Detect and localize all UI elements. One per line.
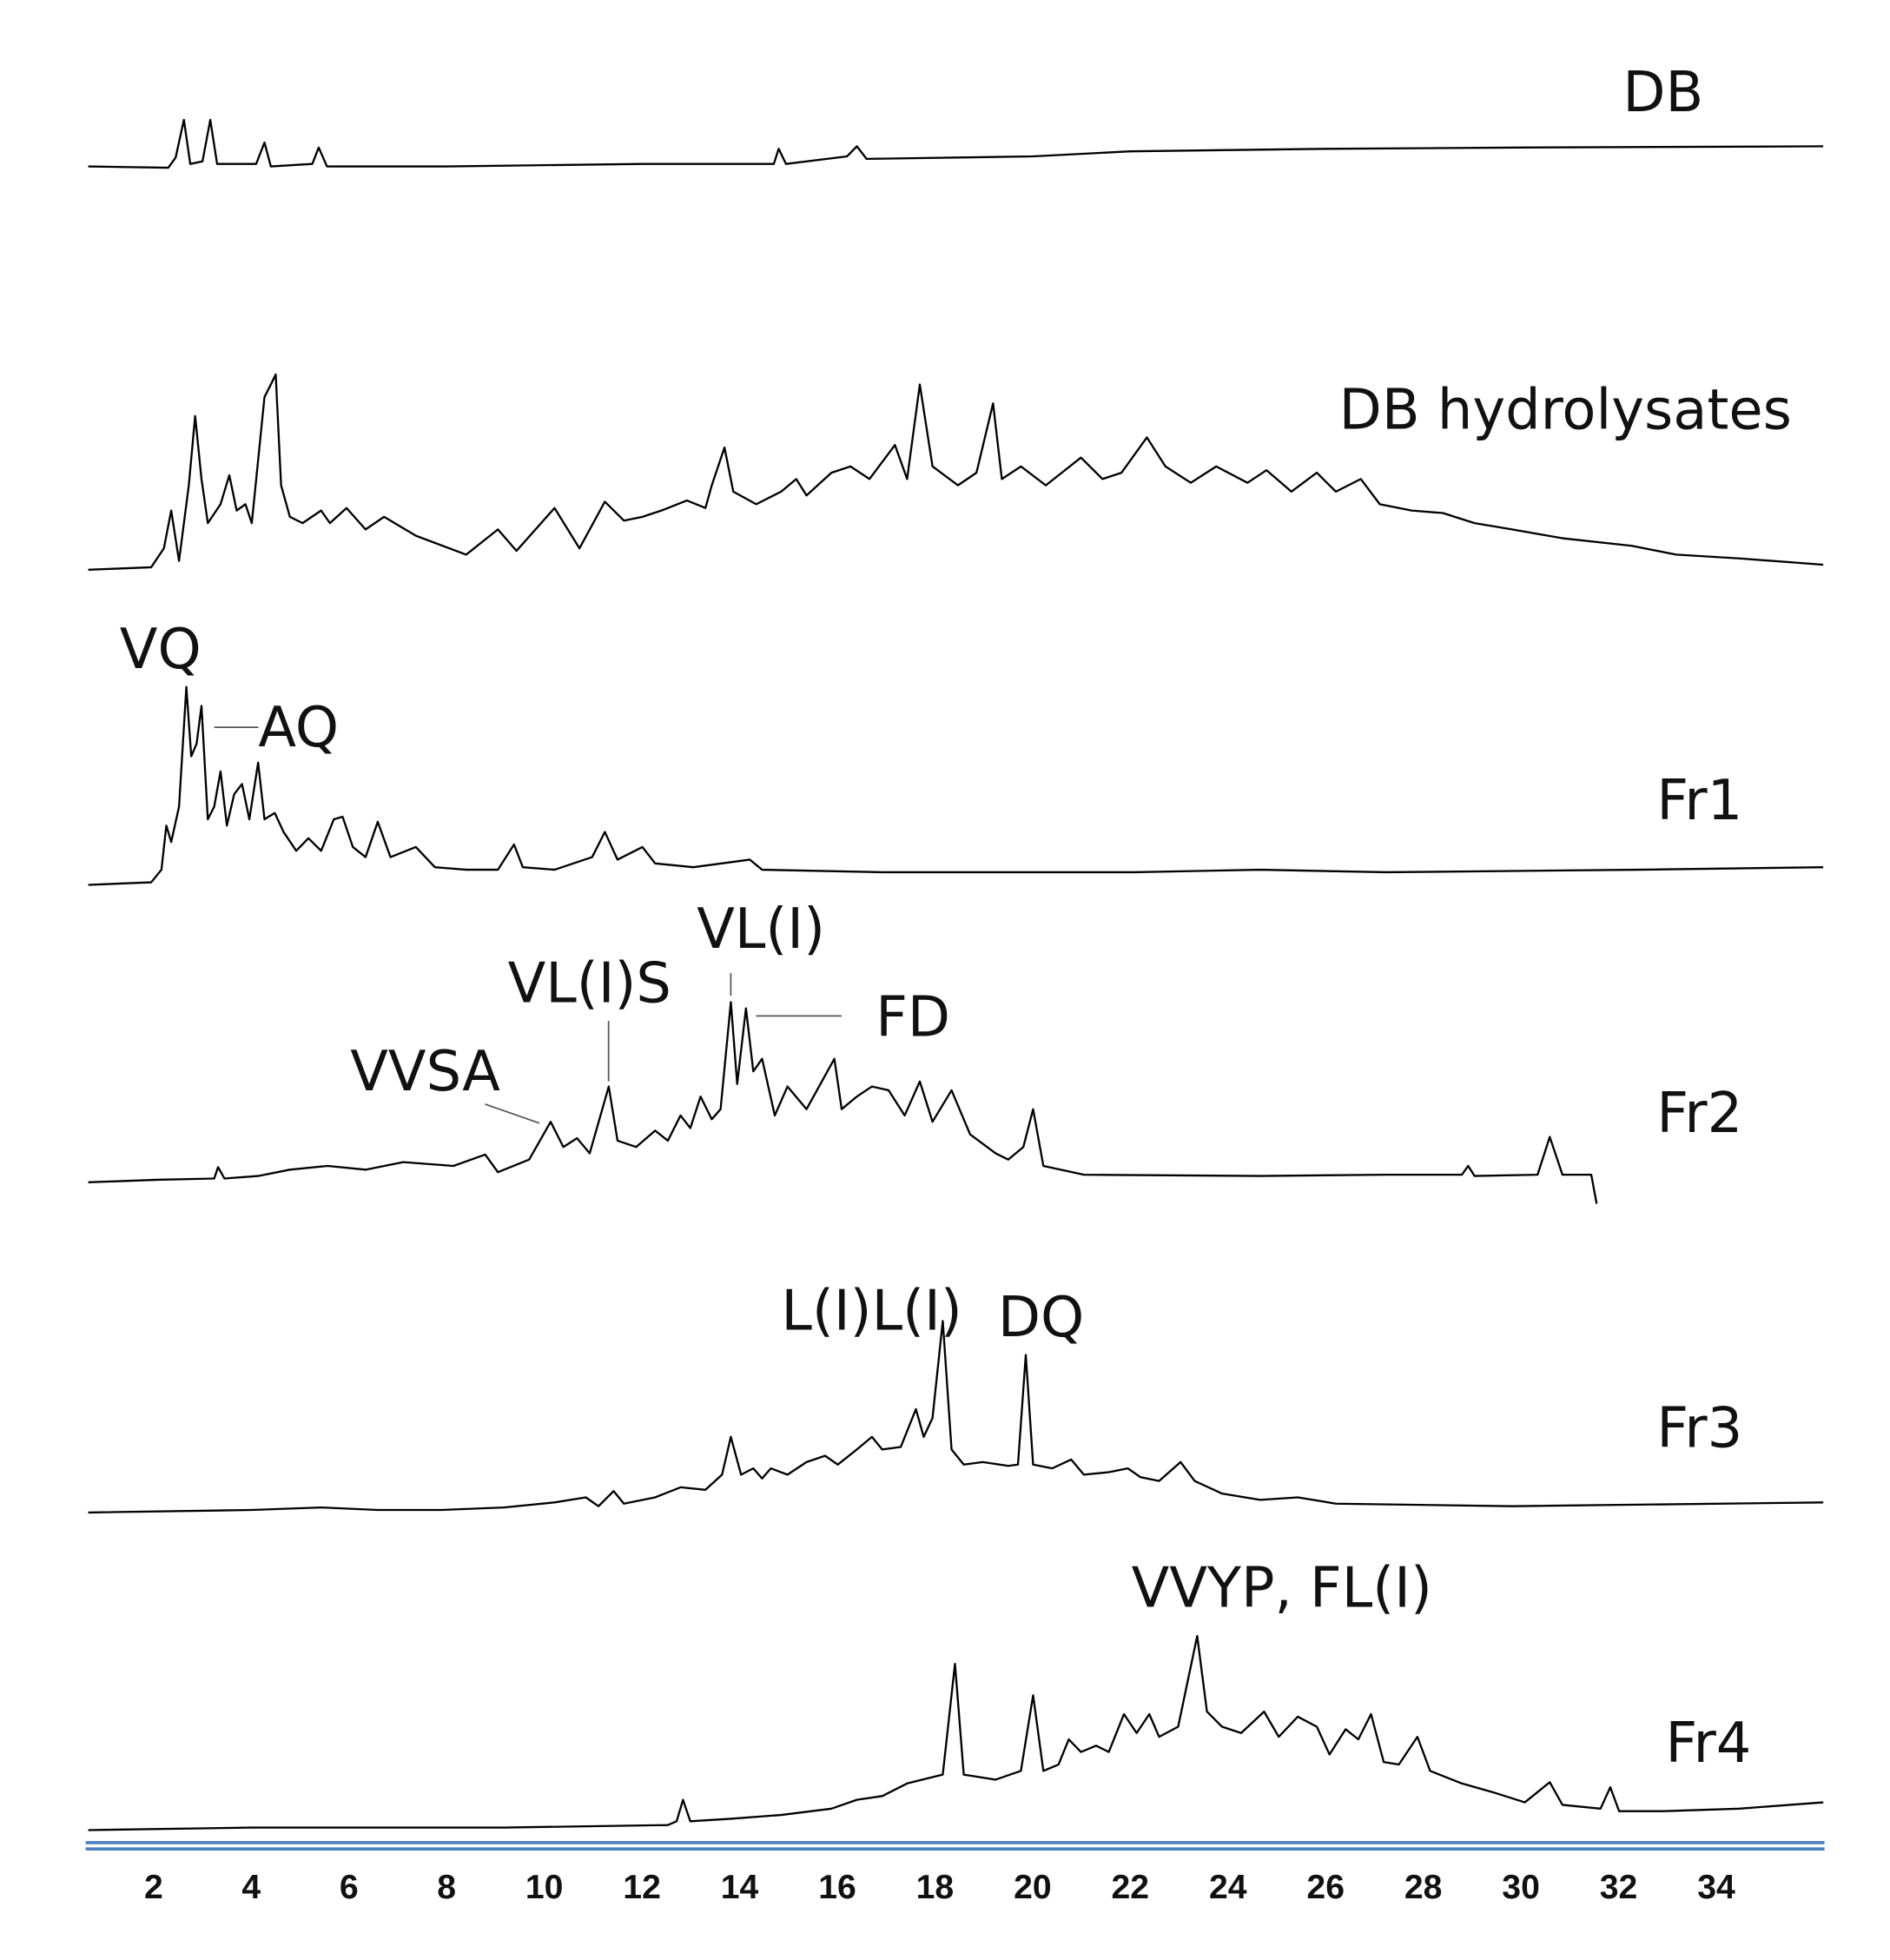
leader-line — [485, 1103, 540, 1124]
series-label: Fr2 — [1656, 1082, 1742, 1146]
x-tick-label: 4 — [241, 1869, 261, 1906]
trace-line — [88, 1634, 1824, 1831]
peak-annotation: L(I)L(I) — [781, 1280, 962, 1344]
series-label: Fr3 — [1656, 1396, 1742, 1460]
x-tick-label: 30 — [1502, 1869, 1540, 1906]
peak-annotation: VQ — [120, 618, 202, 682]
series-label: Fr4 — [1666, 1712, 1752, 1776]
x-tick-label: 2 — [144, 1869, 163, 1906]
trace-line — [88, 685, 1824, 886]
peak-annotation: AQ — [258, 696, 339, 760]
x-tick-label: 20 — [1014, 1869, 1052, 1906]
series-label: Fr1 — [1656, 769, 1742, 833]
trace-line — [88, 1320, 1824, 1514]
leaders — [214, 726, 843, 1124]
trace-line — [88, 373, 1824, 571]
peak-annotation: VVSA — [350, 1040, 500, 1104]
trace-line — [88, 1001, 1598, 1204]
peak-annotation: VVYP, FL(I) — [1132, 1557, 1432, 1621]
x-tick-label: 10 — [525, 1869, 564, 1906]
x-tick-label: 6 — [340, 1869, 359, 1906]
trace-line — [88, 118, 1824, 169]
x-tick-label: 8 — [437, 1869, 456, 1906]
x-tick-label: 28 — [1404, 1869, 1443, 1906]
series-label: DB — [1622, 61, 1703, 125]
x-tick-label: 12 — [623, 1869, 661, 1906]
x-tick-label: 22 — [1112, 1869, 1150, 1906]
x-tick-label: 24 — [1209, 1869, 1247, 1906]
x-tick-label: 18 — [916, 1869, 955, 1906]
peak-annotation: FD — [876, 986, 950, 1050]
peak-annotation: VL(I)S — [508, 951, 671, 1016]
x-tick-label: 34 — [1697, 1869, 1735, 1906]
x-tick-label: 32 — [1600, 1869, 1638, 1906]
peak-annotation: VL(I) — [697, 897, 825, 962]
peak-annotation: DQ — [998, 1286, 1084, 1350]
x-tick-label: 26 — [1306, 1869, 1345, 1906]
x-tick-label: 16 — [818, 1869, 856, 1906]
series-label: DB hydrolysates — [1339, 378, 1792, 442]
x-tick-label: 14 — [721, 1869, 759, 1906]
